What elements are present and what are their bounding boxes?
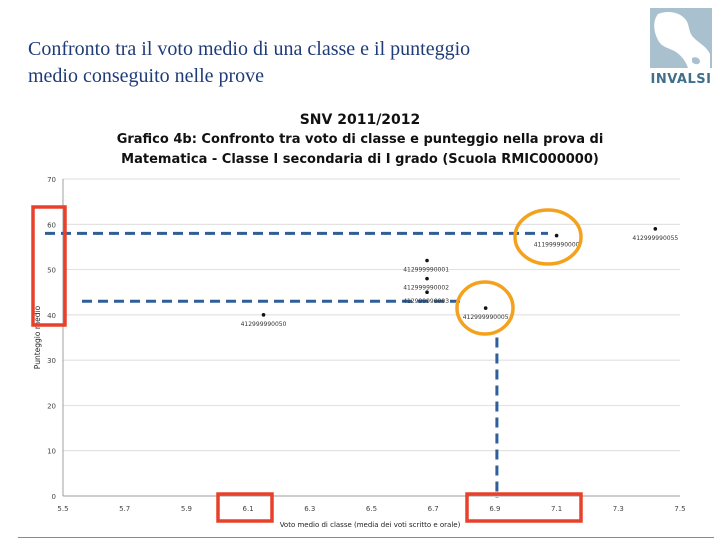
data-point	[653, 227, 658, 231]
x-tick-label: 5.7	[119, 505, 130, 513]
data-point-label: 412999990002	[403, 285, 449, 292]
x-tick-label: 6.9	[489, 505, 500, 513]
data-point-label: 412999990001	[403, 267, 449, 274]
data-point-label: 412999990003	[403, 298, 449, 305]
y-tick-label: 0	[52, 493, 56, 501]
y-tick-label: 50	[47, 267, 56, 275]
data-point	[425, 290, 429, 295]
x-tick-label: 5.5	[57, 505, 68, 513]
data-point	[425, 258, 429, 263]
highlight-circle-bottom	[455, 280, 515, 336]
y-tick-label: 10	[47, 448, 56, 456]
chart-title-line: SNV 2011/2012	[300, 112, 421, 128]
x-axis-label: Voto medio di classe (media dei voti scr…	[280, 521, 461, 529]
y-tick-label: 40	[47, 312, 56, 320]
y-tick-label: 30	[47, 357, 56, 365]
data-point-label: 412999990005	[463, 314, 509, 321]
invalsi-italy-silhouette-icon	[650, 8, 712, 68]
highlight-circle-top	[513, 208, 583, 266]
y-tick-label: 70	[47, 176, 56, 184]
scatter-chart: SNV 2011/2012 Grafico 4b: Confronto tra v…	[31, 112, 686, 529]
slide-title: Confronto tra il voto medio di una class…	[28, 36, 608, 90]
invalsi-logo: INVALSI	[648, 6, 714, 92]
data-point-label: 412999990055	[632, 235, 678, 242]
x-tick-label: 7.5	[674, 505, 685, 513]
data-point	[425, 276, 429, 281]
data-point-label: 411999990000	[534, 242, 580, 249]
data-point	[483, 306, 488, 310]
highlight-box-x-6-1	[216, 492, 274, 523]
x-tick-label: 6.7	[428, 505, 439, 513]
highlight-box-x-6-9-7-1	[465, 492, 583, 523]
data-point	[261, 313, 266, 317]
x-tick-label: 6.5	[366, 505, 377, 513]
data-point-label: 412999990050	[241, 321, 287, 328]
slide-title-line-2: medio conseguito nelle prove	[28, 65, 265, 87]
y-tick-label: 20	[47, 402, 56, 410]
chart-title-line: Matematica - Classe I secondaria di I gr…	[121, 152, 599, 167]
y-axis-label: Punteggio medio	[33, 305, 42, 369]
bottom-rule	[18, 537, 714, 538]
x-tick-label: 7.3	[613, 505, 624, 513]
data-point	[554, 233, 559, 238]
chart-title-line: Grafico 4b: Confronto tra voto di classe…	[117, 132, 604, 147]
x-tick-label: 6.3	[304, 505, 315, 513]
logo-text: INVALSI	[650, 72, 712, 87]
x-tick-label: 6.1	[243, 505, 254, 513]
y-tick-label: 60	[47, 221, 56, 229]
slide-title-line-1: Confronto tra il voto medio di una class…	[28, 38, 471, 60]
highlight-box-y-axis	[31, 205, 67, 327]
x-tick-label: 5.9	[181, 505, 192, 513]
x-tick-label: 7.1	[551, 505, 562, 513]
